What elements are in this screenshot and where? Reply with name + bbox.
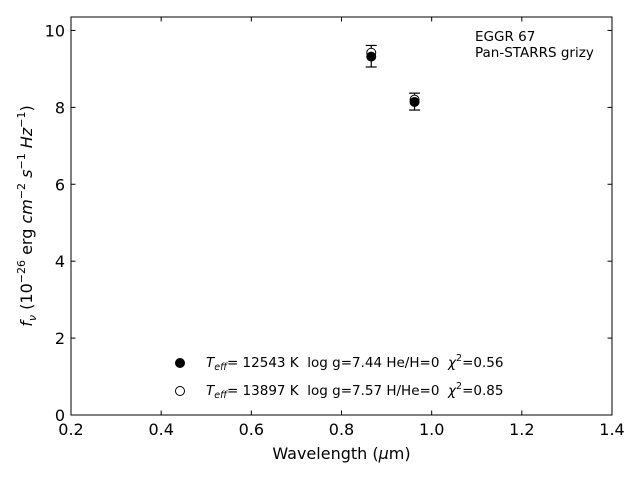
y-tick-label: 4 [55,252,65,271]
y-tick-labels: 0 2 4 6 8 10 [45,21,65,425]
x-tick-label: 0.6 [239,420,264,439]
x-tick-label: 1.4 [599,420,624,439]
y-tick-label: 0 [55,406,65,425]
x-tick-label: 0.8 [329,420,354,439]
x-tick-labels: 0.2 0.4 0.6 0.8 1.0 1.2 1.4 [58,420,624,439]
y-tick-label: 10 [45,21,65,40]
y-tick-label: 8 [55,98,65,117]
y-axis-label: fν (10−26 erg cm−2 s−1 Hz−1) [15,105,39,326]
model-point-filled [366,51,377,62]
y-tick-label: 6 [55,175,65,194]
legend-entry-2: Teff= 13897 K log g=7.57 H/He=0 χ2=0.85 [206,381,503,401]
annotation-object: EGGR 67 [475,29,535,45]
legend-marker-open [175,386,185,396]
legend-marker-filled [175,358,185,368]
y-tick-label: 2 [55,329,65,348]
x-axis-label: Wavelength (μm) [272,444,410,463]
annotation-survey: Pan-STARRS grizy [475,45,594,61]
x-tick-label: 0.2 [58,420,83,439]
legend: Teff= 12543 K log g=7.44 He/H=0 χ2=0.56 … [175,353,503,401]
plot-frame [70,16,613,416]
x-tick-label: 0.4 [148,420,173,439]
data-points [366,47,420,107]
legend-entry-1: Teff= 12543 K log g=7.44 He/H=0 χ2=0.56 [206,353,503,373]
x-tick-label: 1.2 [509,420,534,439]
model-point-filled [409,96,420,107]
x-tick-label: 1.0 [419,420,444,439]
